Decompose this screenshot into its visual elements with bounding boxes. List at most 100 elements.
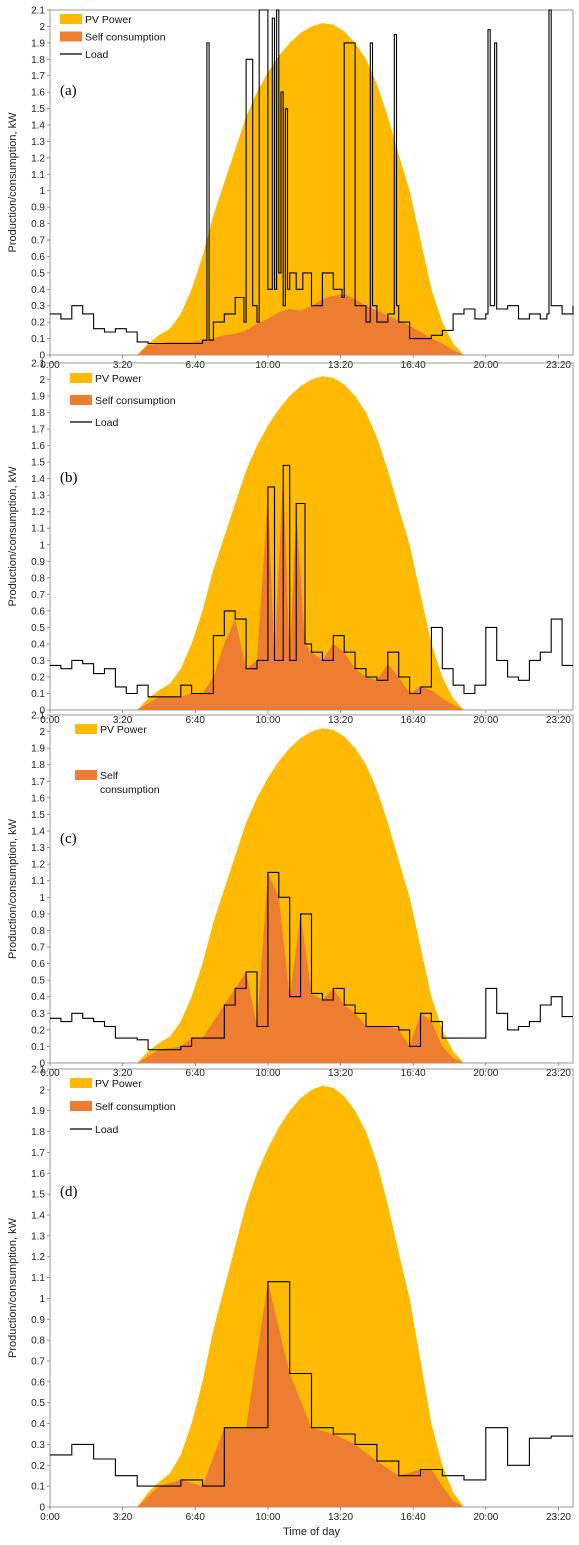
legend-swatch-pv-power	[75, 724, 97, 734]
y-tick-label: 1.4	[31, 121, 45, 132]
y-axis-title: Production/consumption, kW	[7, 818, 19, 959]
x-tick-label: 3:20	[113, 1512, 133, 1523]
y-tick-label: 0.9	[31, 1315, 45, 1326]
y-tick-label: 1.4	[31, 474, 45, 485]
y-tick-label: 2.1	[31, 6, 45, 17]
y-tick-label: 1.8	[31, 1127, 45, 1138]
chart-panel-a: 0 0.1 0.2 0.3 0.4 0.5 0.6 0.7 0.8 0.9 1 1.1 1.2 1.3 1.…	[7, 6, 574, 371]
series-self-consumption-area	[137, 294, 464, 355]
legend-label: Self consumption	[95, 1101, 176, 1113]
x-tick-label: 23:20	[546, 360, 571, 371]
y-tick-label: 0.3	[31, 656, 45, 667]
y-tick-label: 0	[39, 351, 45, 362]
y-axis-title: Production/consumption, kW	[7, 1217, 19, 1358]
y-tick-label: 0.6	[31, 959, 45, 970]
y-tick-label: 1.7	[31, 1148, 45, 1159]
y-tick-label: 1.1	[31, 170, 45, 181]
y-tick-label: 0	[39, 1503, 45, 1514]
y-tick-label: 0.1	[31, 1042, 45, 1053]
y-tick-label: 1.2	[31, 1252, 45, 1263]
y-tick-label: 0.9	[31, 557, 45, 568]
x-tick-label: 13:20	[328, 1512, 353, 1523]
y-tick-label: 0.2	[31, 318, 45, 329]
x-tick-label: 0:00	[40, 1512, 60, 1523]
y-tick-label: 1.7	[31, 425, 45, 436]
series-self-consumption-area	[137, 470, 464, 710]
y-tick-label: 2	[39, 1085, 45, 1096]
legend-label: PV Power	[85, 14, 132, 26]
y-tick-label: 1.5	[31, 458, 45, 469]
panel-label: (b)	[60, 470, 78, 486]
x-tick-label: 23:20	[546, 1068, 571, 1079]
y-tick-label: 1.9	[31, 744, 45, 755]
y-tick-label: 1.6	[31, 88, 45, 99]
y-axis-title: Production/consumption, kW	[7, 112, 19, 253]
x-tick-label: 10:00	[255, 715, 280, 726]
y-tick-label: 0.7	[31, 590, 45, 601]
y-tick-label: 0.6	[31, 606, 45, 617]
series-load-line	[50, 1281, 573, 1487]
legend-swatch-pv-power	[60, 14, 82, 24]
series-pv-power-area	[137, 728, 464, 1063]
y-tick-label: 1	[39, 893, 45, 904]
y-tick-label: 0.1	[31, 1482, 45, 1493]
series-pv-power-area	[137, 1085, 464, 1507]
legend-swatch-pv-power	[70, 373, 92, 383]
x-tick-label: 16:40	[401, 1068, 426, 1079]
legend-label: PV Power	[100, 724, 147, 736]
legend-label: PV Power	[95, 1078, 142, 1090]
panel-label: (a)	[60, 83, 77, 99]
y-tick-label: 2	[39, 22, 45, 33]
y-tick-label: 0.7	[31, 943, 45, 954]
y-tick-label: 0	[39, 706, 45, 717]
y-tick-label: 1.3	[31, 1231, 45, 1242]
y-tick-label: 1.2	[31, 507, 45, 518]
y-tick-label: 0.5	[31, 268, 45, 279]
y-tick-label: 1.1	[31, 1273, 45, 1284]
y-tick-label: 1	[39, 540, 45, 551]
y-tick-label: 0.4	[31, 285, 45, 296]
y-tick-label: 0.3	[31, 1009, 45, 1020]
x-tick-label: 20:00	[473, 1512, 498, 1523]
y-tick-label: 2.1	[31, 711, 45, 722]
y-tick-label: 1.4	[31, 827, 45, 838]
y-tick-label: 0.4	[31, 1419, 45, 1430]
legend-label: Load	[95, 417, 119, 429]
legend-label: PV Power	[95, 373, 142, 385]
panel-label: (c)	[60, 831, 77, 847]
x-tick-label: 16:40	[401, 1512, 426, 1523]
y-tick-label: 1.1	[31, 524, 45, 535]
series-load-line	[50, 9, 574, 345]
series-load-line	[50, 871, 573, 1051]
x-tick-label: 23:20	[546, 1512, 571, 1523]
x-tick-label: 20:00	[473, 360, 498, 371]
x-tick-label: 13:20	[328, 1068, 353, 1079]
y-tick-label: 0.2	[31, 672, 45, 683]
y-tick-label: 0.5	[31, 623, 45, 634]
y-tick-label: 0.5	[31, 976, 45, 987]
x-tick-label: 6:40	[186, 360, 206, 371]
y-tick-label: 1.1	[31, 876, 45, 887]
y-tick-label: 0.4	[31, 639, 45, 650]
chart-panel-b: 0 0.1 0.2 0.3 0.4 0.5 0.6 0.7 0.8 0.9 1 1.1 1.2 1.3 1.…	[7, 359, 574, 726]
legend-label: Load	[85, 49, 109, 61]
x-tick-label: 6:40	[186, 715, 206, 726]
y-tick-label: 0.2	[31, 1461, 45, 1472]
y-tick-label: 0.1	[31, 689, 45, 700]
legend-swatch-self-consumption	[70, 1101, 92, 1111]
x-tick-label: 16:40	[401, 715, 426, 726]
y-tick-label: 0.3	[31, 301, 45, 312]
legend-swatch-pv-power	[70, 1078, 92, 1088]
y-tick-label: 1.6	[31, 441, 45, 452]
y-tick-label: 1.5	[31, 810, 45, 821]
x-tick-label: 3:20	[113, 360, 133, 371]
series-load-line	[50, 464, 573, 698]
x-tick-label: 10:00	[255, 1068, 280, 1079]
x-tick-label: 3:20	[113, 715, 133, 726]
x-tick-label: 13:20	[328, 715, 353, 726]
y-tick-label: 1.4	[31, 1211, 45, 1222]
y-tick-label: 0.3	[31, 1440, 45, 1451]
y-tick-label: 0.4	[31, 992, 45, 1003]
x-axis-title: Time of day	[283, 1526, 341, 1538]
